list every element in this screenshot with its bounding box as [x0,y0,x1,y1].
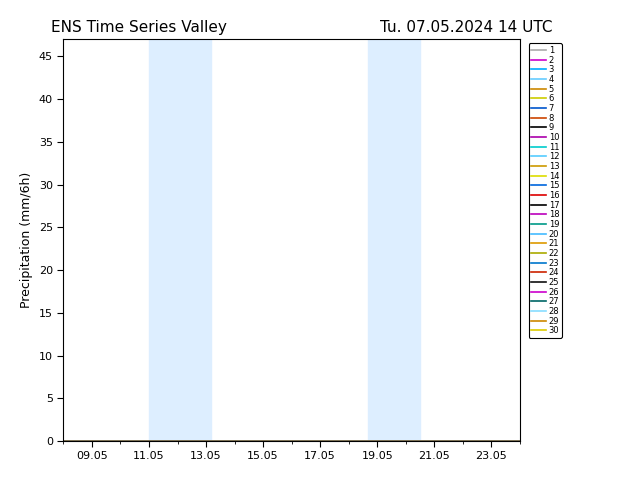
Y-axis label: Precipitation (mm/6h): Precipitation (mm/6h) [20,172,34,308]
Legend: 1, 2, 3, 4, 5, 6, 7, 8, 9, 10, 11, 12, 13, 14, 15, 16, 17, 18, 19, 20, 21, 22, 2: 1, 2, 3, 4, 5, 6, 7, 8, 9, 10, 11, 12, 1… [529,44,562,338]
Text: Tu. 07.05.2024 14 UTC: Tu. 07.05.2024 14 UTC [380,20,553,35]
Text: ENS Time Series Valley: ENS Time Series Valley [51,20,226,35]
Bar [368,39,420,441]
Bar [149,39,211,441]
